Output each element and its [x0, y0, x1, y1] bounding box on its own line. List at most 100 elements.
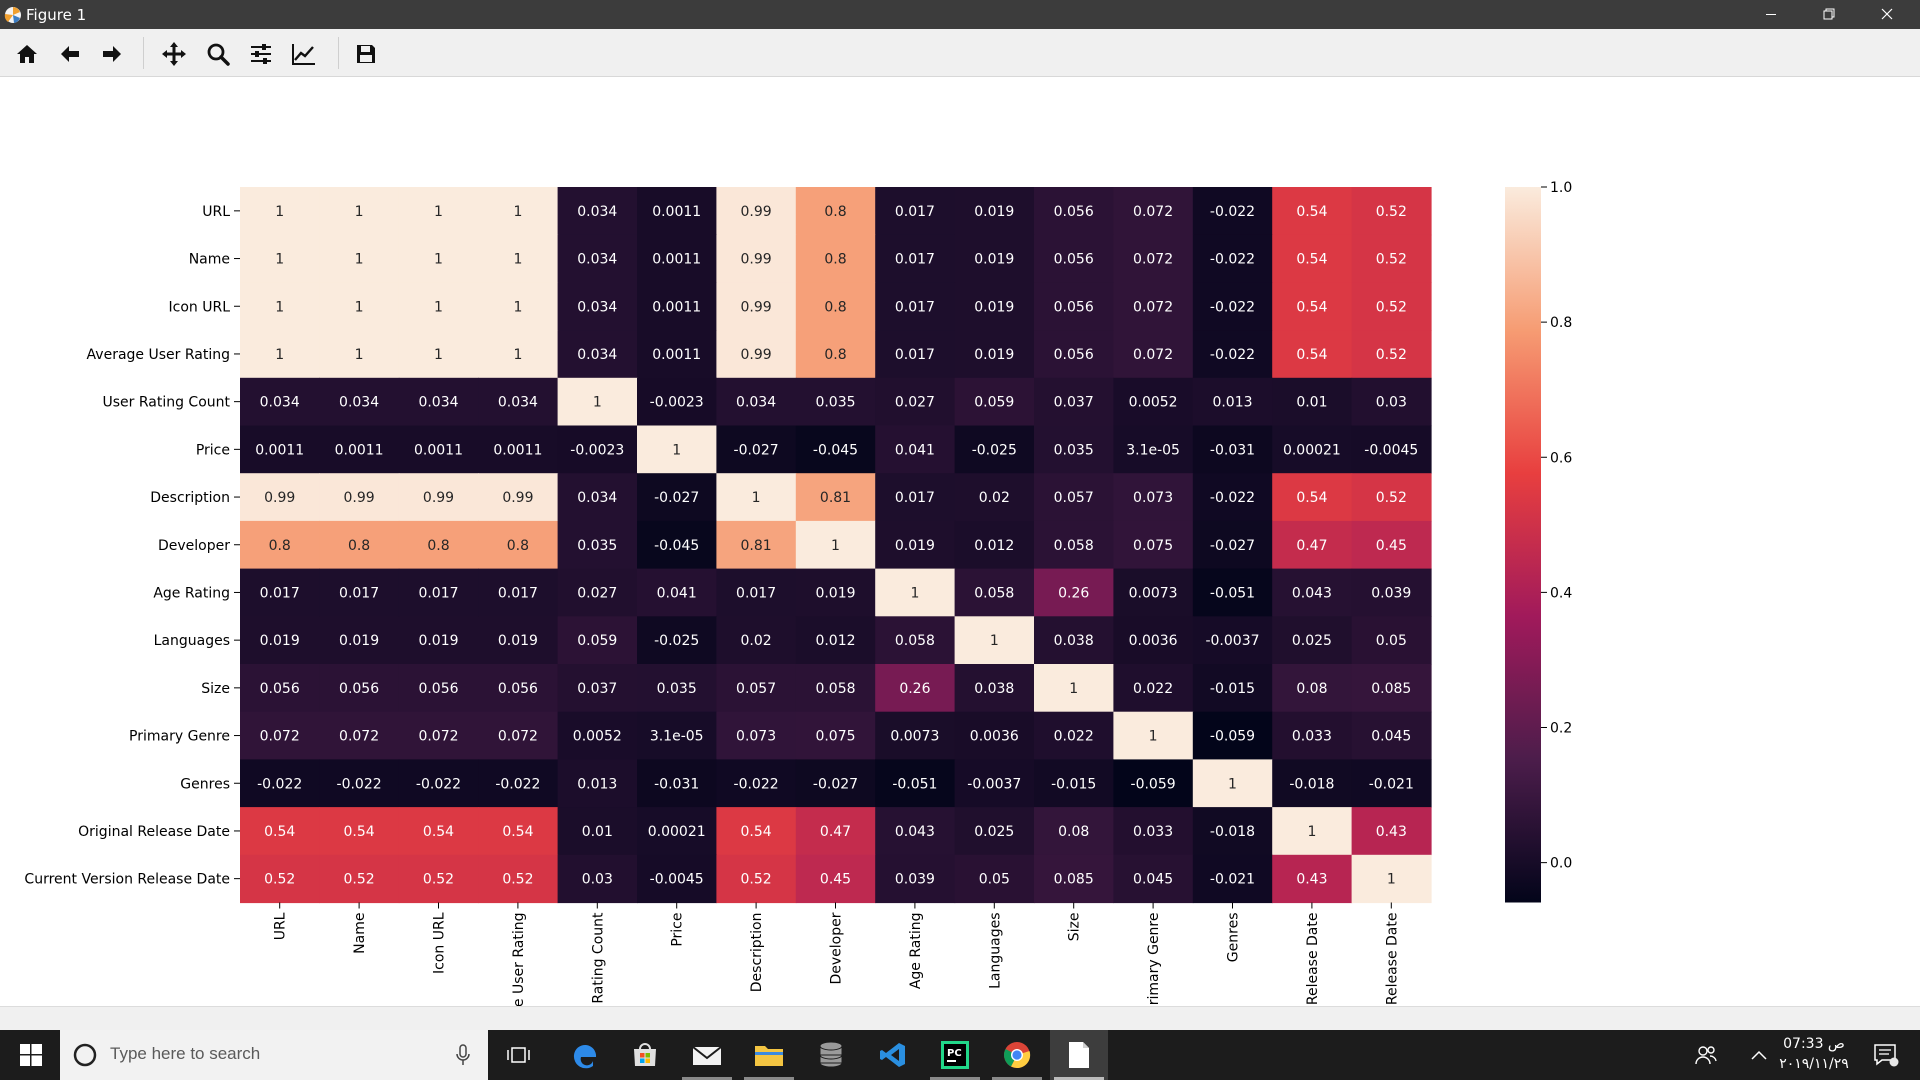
cell-annotation: 1: [910, 585, 919, 601]
heatmap-cell: [478, 807, 559, 856]
cell-annotation: 0.034: [577, 490, 617, 506]
heatmap-cell: [1034, 616, 1114, 665]
cell-annotation: 0.8: [427, 538, 449, 554]
heatmap-cell: [1351, 568, 1432, 617]
heatmap-cell: [637, 187, 717, 236]
heatmap-cell: [954, 234, 1035, 283]
start-button[interactable]: [2, 1030, 60, 1080]
heatmap-cell: [1351, 377, 1432, 427]
taskbar-chrome[interactable]: [988, 1030, 1046, 1080]
microphone-icon[interactable]: [456, 1044, 470, 1066]
search-placeholder: Type here to search: [110, 1044, 261, 1063]
heatmap-cell: [1113, 616, 1194, 665]
figure-canvas[interactable]: 1 1 1 1 0.034 0.0011 0.99 0.8 0.017 0.019 0.056 0.0…: [0, 77, 1920, 1006]
restore-button[interactable]: [1806, 0, 1852, 29]
heatmap-cell: [398, 425, 479, 474]
heatmap-cell: [716, 377, 797, 427]
cell-annotation: 0.43: [1296, 872, 1327, 888]
cell-annotation: 0.056: [1054, 299, 1094, 315]
cell-annotation: 0.0036: [1129, 633, 1178, 649]
edit-axes-button[interactable]: [289, 39, 319, 69]
y-tick-label: Age Rating: [153, 585, 230, 601]
action-center-button[interactable]: [1862, 1030, 1910, 1080]
matplotlib-logo-icon: [4, 7, 21, 23]
heatmap-cell: [240, 664, 320, 713]
show-hidden-icons-button[interactable]: [1738, 1030, 1780, 1080]
cell-annotation: -0.022: [416, 776, 461, 792]
cell-annotation: 1: [275, 347, 284, 363]
cell-annotation: 0.54: [1296, 252, 1327, 268]
cell-annotation: 0.52: [502, 872, 533, 888]
heatmap-cell: [637, 568, 717, 617]
cell-annotation: -0.022: [1210, 252, 1255, 268]
taskbar-file-explorer[interactable]: [740, 1030, 798, 1080]
cell-annotation: 0.034: [418, 395, 458, 411]
heatmap-cell: [557, 807, 638, 856]
heatmap-cell: [478, 664, 559, 713]
toolbar-separator: [143, 37, 144, 69]
taskbar-search-box[interactable]: Type here to search: [60, 1030, 488, 1080]
cell-annotation: 0.034: [577, 252, 617, 268]
heatmap-cell: [319, 711, 400, 760]
cell-annotation: 0.52: [264, 872, 295, 888]
x-tick-label: Release Date: [1305, 913, 1321, 1006]
cell-annotation: 1: [1149, 729, 1158, 745]
save-button[interactable]: [351, 39, 381, 69]
heatmap-cell: [1192, 473, 1273, 522]
taskbar-pycharm[interactable]: PC: [926, 1030, 984, 1080]
heatmap-cell: [319, 473, 400, 522]
cell-annotation: 0.8: [348, 538, 370, 554]
heatmap-cell: [398, 568, 479, 617]
cell-annotation: 0.05: [1376, 633, 1407, 649]
task-view-button[interactable]: [490, 1030, 548, 1080]
cell-annotation: 0.056: [1054, 204, 1094, 220]
taskbar-database[interactable]: [802, 1030, 860, 1080]
pan-button[interactable]: [159, 39, 189, 69]
people-icon: [1695, 1046, 1717, 1065]
cell-annotation: 0.54: [741, 824, 772, 840]
heatmap-cell: [1113, 568, 1194, 617]
cell-annotation: 0.54: [344, 824, 375, 840]
cell-annotation: 0.033: [1133, 824, 1173, 840]
heatmap-cell: [1113, 330, 1194, 379]
close-button[interactable]: [1864, 0, 1910, 29]
heatmap-cell: [557, 282, 638, 331]
people-button[interactable]: [1686, 1030, 1726, 1080]
taskbar-edge[interactable]: [556, 1030, 614, 1080]
taskbar-notepad[interactable]: [1050, 1030, 1108, 1080]
back-button[interactable]: [55, 39, 85, 69]
cell-annotation: 1: [752, 490, 761, 506]
heatmap-cell: [795, 282, 876, 331]
cell-annotation: 0.037: [577, 681, 617, 697]
heatmap-cell: [1034, 807, 1114, 856]
heatmap-cell: [478, 616, 559, 665]
cell-annotation: 0.034: [260, 395, 300, 411]
heatmap-cell: [1272, 234, 1353, 283]
heatmap-cell: [557, 187, 638, 236]
cell-annotation: 0.019: [498, 633, 538, 649]
home-button[interactable]: [12, 39, 42, 69]
y-tick-label: Genres: [180, 776, 230, 792]
heatmap-cell: [875, 330, 956, 379]
cell-annotation: 1: [355, 204, 364, 220]
forward-button[interactable]: [97, 39, 127, 69]
taskbar-store[interactable]: [616, 1030, 674, 1080]
system-clock[interactable]: 07:33 ص ٢٠١٩/١١/٢٩: [1768, 1034, 1860, 1074]
subplots-button[interactable]: [246, 39, 276, 69]
y-tick-label: Icon URL: [169, 299, 231, 315]
heatmap-cell: [795, 616, 876, 665]
zoom-button[interactable]: [203, 39, 233, 69]
heatmap-cell: [1034, 330, 1114, 379]
heatmap-cell: [1034, 473, 1114, 522]
heatmap-cell: [795, 425, 876, 474]
taskbar-vscode[interactable]: [864, 1030, 922, 1080]
cell-annotation: -0.051: [892, 776, 937, 792]
heatmap-cell: [954, 282, 1035, 331]
y-tick-label: Languages: [154, 633, 230, 649]
minimize-button[interactable]: [1748, 0, 1794, 29]
heatmap-cell: [716, 664, 797, 713]
heatmap-cell: [319, 187, 400, 236]
cell-annotation: 3.1e-05: [1126, 442, 1180, 458]
heatmap-cell: [875, 854, 956, 904]
taskbar-mail[interactable]: [678, 1030, 736, 1080]
